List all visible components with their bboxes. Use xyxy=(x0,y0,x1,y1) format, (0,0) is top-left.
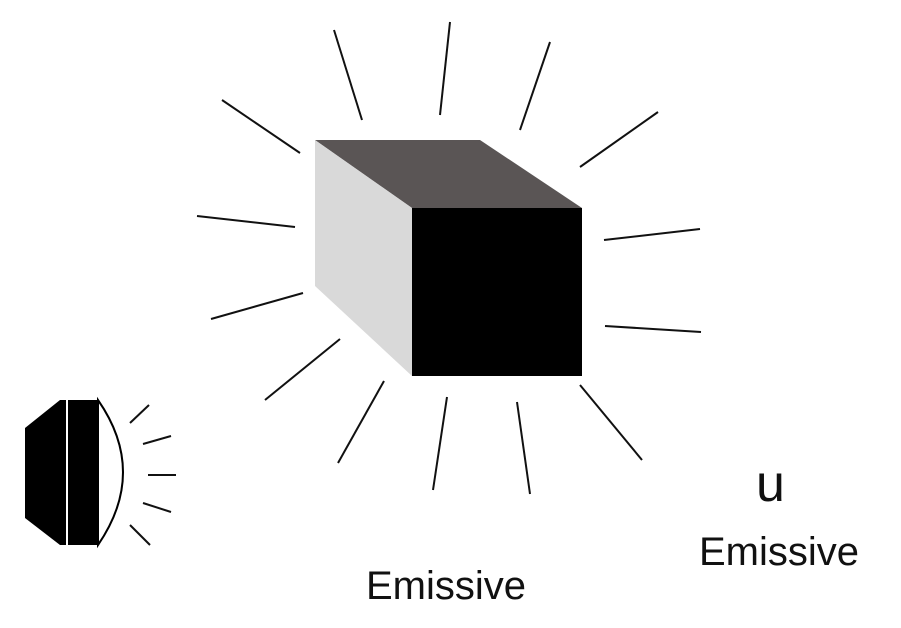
ray xyxy=(210,292,304,320)
ray xyxy=(337,380,385,464)
cube-side-face xyxy=(315,140,412,376)
lamp-body xyxy=(25,400,98,545)
ray xyxy=(264,338,341,401)
ray xyxy=(333,29,363,121)
ray xyxy=(579,384,643,461)
lamp-lens xyxy=(97,396,124,549)
lamp-ray xyxy=(142,502,172,513)
u-symbol-label: u xyxy=(756,455,785,513)
lamp-ray xyxy=(142,435,172,445)
lamp-rays xyxy=(129,404,176,546)
lamp-icon xyxy=(25,396,176,549)
ray xyxy=(579,111,659,168)
cube-front-face xyxy=(412,208,582,376)
ray xyxy=(439,21,451,116)
ray xyxy=(519,41,551,131)
ray xyxy=(432,396,448,491)
lamp-ray xyxy=(129,524,151,546)
emissive-label-bottom: Emissive xyxy=(366,564,527,608)
ray xyxy=(604,325,702,333)
emissive-label-right: Emissive xyxy=(699,530,860,574)
cube-top-face xyxy=(315,140,582,208)
cube xyxy=(315,140,582,376)
ray xyxy=(196,215,296,228)
ray xyxy=(603,228,701,241)
ray xyxy=(516,401,531,495)
ray xyxy=(221,99,301,154)
lamp-ray xyxy=(129,404,150,424)
emission-rays xyxy=(196,21,702,495)
